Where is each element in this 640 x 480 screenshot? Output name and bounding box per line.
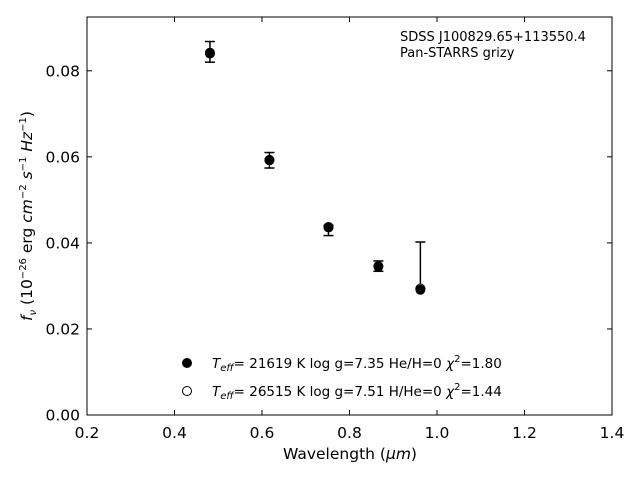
x-tick-label: 0.2	[75, 424, 100, 442]
legend: Teff= 21619 K log g=7.35 He/H=0 χ2=1.80 …	[182, 354, 502, 402]
model-point-filled	[373, 261, 384, 272]
legend-entry-1: Teff= 21619 K log g=7.35 He/H=0 χ2=1.80	[212, 354, 502, 374]
y-tick-label: 0.08	[45, 62, 80, 80]
model-point-filled	[264, 154, 275, 165]
y-tick-label: 0.02	[45, 320, 80, 338]
x-tick-label: 0.4	[162, 424, 187, 442]
annotation-object-name: SDSS J100829.65+113550.4	[400, 30, 586, 45]
x-tick-label: 0.6	[250, 424, 275, 442]
annotation-survey: Pan-STARRS grizy	[400, 46, 515, 61]
y-axis-label: fν (10−26 erg cm−2 s−1 Hz−1)	[18, 111, 39, 321]
x-tick-label: 0.8	[337, 424, 362, 442]
legend-marker-open	[182, 386, 192, 396]
x-tick-label: 1.4	[600, 424, 625, 442]
model-point-filled	[204, 47, 215, 58]
y-tick-label: 0.04	[45, 234, 80, 252]
y-tick-label: 0.00	[45, 407, 80, 425]
x-axis-label: Wavelength (μm)	[283, 445, 417, 463]
y-tick-label: 0.06	[45, 148, 80, 166]
plot-marks	[204, 40, 426, 295]
x-tick-label: 1.2	[512, 424, 537, 442]
legend-marker-filled	[182, 358, 192, 368]
axis-ticks: 0.2 0.4 0.6 0.8 1.0 1.2 1.4 0.00 0.02 0.04 0.06 0.0…	[45, 17, 624, 442]
model-point-filled	[323, 222, 334, 233]
model-point-filled	[415, 284, 426, 295]
legend-entry-2: Teff= 26515 K log g=7.51 H/He=0 χ2=1.44	[212, 382, 502, 402]
x-tick-label: 1.0	[425, 424, 450, 442]
